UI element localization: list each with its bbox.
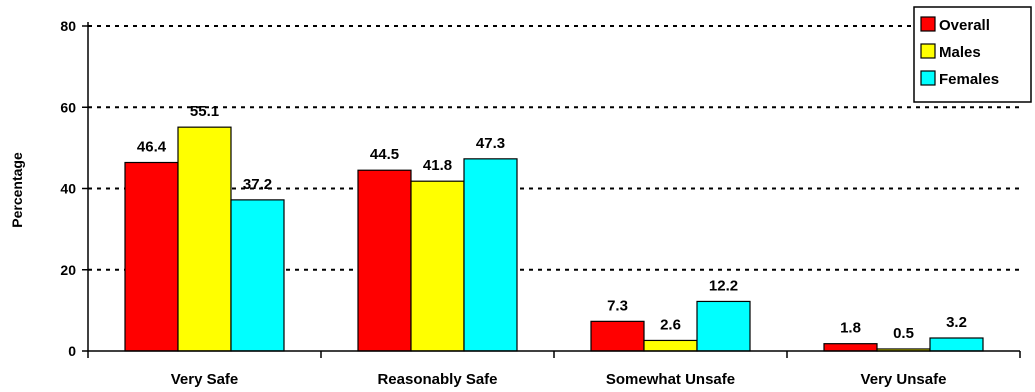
y-tick-label: 40 xyxy=(60,181,76,197)
bar-females-2 xyxy=(696,300,751,352)
bar-males-2 xyxy=(643,339,698,352)
legend-swatch-females xyxy=(920,70,936,86)
data-label: 3.2 xyxy=(946,314,967,331)
data-label: 7.3 xyxy=(607,297,628,314)
data-label: 46.4 xyxy=(137,139,167,156)
bar-overall-0 xyxy=(124,161,179,352)
y-tick-label: 0 xyxy=(68,343,76,359)
y-axis-ticks: 0 20 40 60 80 xyxy=(60,18,88,359)
x-category-label: Somewhat Unsafe xyxy=(606,371,735,388)
data-label: 1.8 xyxy=(840,320,861,337)
data-label: 37.2 xyxy=(243,176,272,193)
data-label: 0.5 xyxy=(893,325,914,342)
legend-swatch-males xyxy=(920,43,936,59)
bar-overall-3 xyxy=(823,343,878,352)
y-tick-label: 60 xyxy=(60,99,76,115)
legend-label-males: Males xyxy=(939,44,981,61)
bar-overall-2 xyxy=(590,320,645,352)
x-category-label: Very Safe xyxy=(171,371,239,388)
x-category-label: Very Unsafe xyxy=(861,371,947,388)
bar-females-3 xyxy=(929,337,984,352)
data-label: 12.2 xyxy=(709,277,738,294)
data-labels: 46.4 55.1 37.2 44.5 41.8 47.3 7.3 2.6 12.2 1.8 0.5… xyxy=(137,103,967,342)
legend-swatch-overall xyxy=(920,16,936,32)
x-category-label: Reasonably Safe xyxy=(377,371,497,388)
y-axis-title: Percentage xyxy=(9,152,25,228)
data-label: 41.8 xyxy=(423,157,452,174)
legend: Overall Males Females xyxy=(913,6,1032,103)
bar-males-0 xyxy=(177,126,232,352)
legend-label-females: Females xyxy=(939,71,999,88)
legend-label-overall: Overall xyxy=(939,17,990,34)
bar-overall-1 xyxy=(357,169,412,352)
bars xyxy=(124,126,984,352)
bar-females-0 xyxy=(230,199,285,352)
bar-females-1 xyxy=(463,158,518,352)
bar-males-1 xyxy=(410,180,465,352)
y-tick-label: 20 xyxy=(60,262,76,278)
data-label: 44.5 xyxy=(370,146,399,163)
y-tick-label: 80 xyxy=(60,18,76,34)
data-label: 55.1 xyxy=(190,103,219,120)
data-label: 47.3 xyxy=(476,135,505,152)
axes xyxy=(87,22,1021,358)
data-label: 2.6 xyxy=(660,316,681,333)
x-axis-categories: Very Safe Reasonably Safe Somewhat Unsafe V… xyxy=(171,371,947,388)
